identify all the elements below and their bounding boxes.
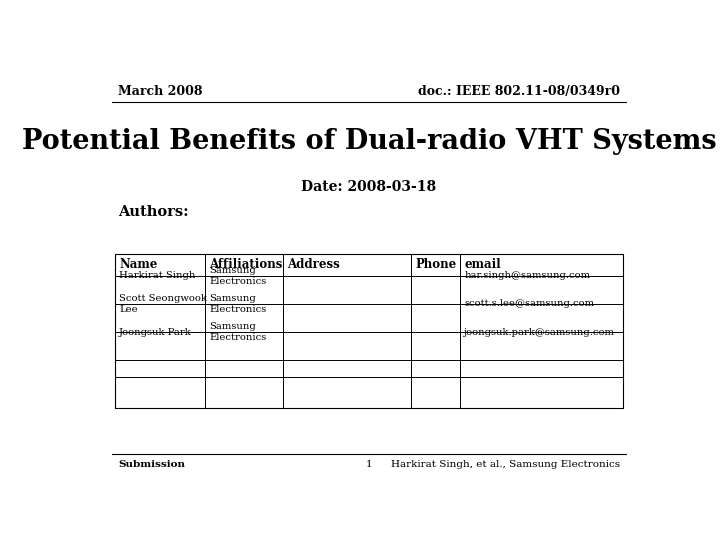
Text: Harkirat Singh, et al., Samsung Electronics: Harkirat Singh, et al., Samsung Electron… <box>391 460 620 469</box>
Text: scott.s.lee@samsung.com: scott.s.lee@samsung.com <box>464 299 595 308</box>
Text: Phone: Phone <box>415 258 456 271</box>
Text: Authors:: Authors: <box>118 205 189 219</box>
Text: Submission: Submission <box>118 460 185 469</box>
Text: Affiliations: Affiliations <box>209 258 282 271</box>
Text: Name: Name <box>119 258 158 271</box>
Text: Samsung
Electronics: Samsung Electronics <box>209 294 266 314</box>
Text: doc.: IEEE 802.11-08/0349r0: doc.: IEEE 802.11-08/0349r0 <box>418 85 620 98</box>
Text: Date: 2008-03-18: Date: 2008-03-18 <box>302 180 436 194</box>
Text: Scott Seongwook
Lee: Scott Seongwook Lee <box>119 294 207 314</box>
Text: Harkirat Singh: Harkirat Singh <box>119 271 195 280</box>
Text: Address: Address <box>287 258 340 271</box>
Text: March 2008: March 2008 <box>118 85 202 98</box>
Bar <box>115 254 623 408</box>
Text: har.singh@samsung.com: har.singh@samsung.com <box>464 271 590 280</box>
Text: Samsung
Electronics: Samsung Electronics <box>209 322 266 342</box>
Text: Samsung
Electronics: Samsung Electronics <box>209 266 266 286</box>
Text: email: email <box>464 258 501 271</box>
Text: joongsuk.park@samsung.com: joongsuk.park@samsung.com <box>464 328 616 336</box>
Text: Joongsuk Park: Joongsuk Park <box>119 328 192 336</box>
Text: Potential Benefits of Dual-radio VHT Systems: Potential Benefits of Dual-radio VHT Sys… <box>22 128 716 155</box>
Text: 1: 1 <box>366 460 372 469</box>
